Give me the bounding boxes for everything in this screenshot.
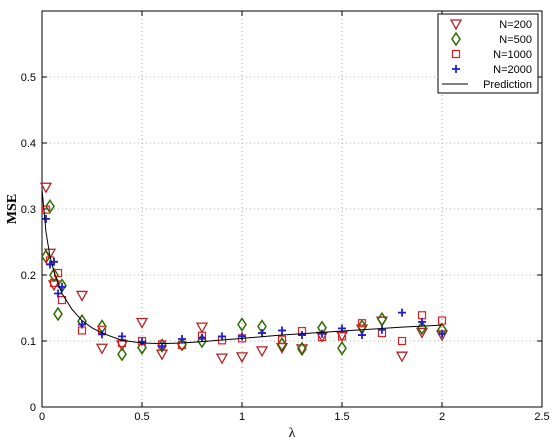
x-tick-label: 1	[239, 411, 245, 423]
x-tick-label: 0.5	[134, 411, 149, 423]
n-200-point	[295, 344, 309, 356]
legend-label: N=2000	[493, 64, 532, 76]
legend-marker-icon	[451, 31, 461, 47]
n-2000-point	[178, 335, 186, 344]
n-2000-point	[438, 329, 446, 338]
n-500-point	[137, 340, 147, 355]
legend-marker-icon	[449, 19, 463, 31]
axis-ticks	[41, 11, 543, 408]
legend-box	[437, 13, 539, 94]
n-2000-point	[278, 326, 286, 335]
n-2000-point	[42, 214, 50, 223]
x-tick-label: 0	[39, 411, 45, 423]
n-2000-point	[138, 337, 146, 346]
tick-labels: 0 0.5 1 1.5 2 2.5 0 0.1 0.2 0.3 0.4 0.5	[21, 72, 550, 423]
n-500-point	[277, 336, 287, 352]
n-2000-point	[198, 333, 206, 342]
n-200-point	[195, 322, 209, 334]
n-500-point	[117, 346, 127, 362]
n-200-point	[215, 353, 229, 365]
n-500-point	[57, 278, 67, 293]
n-500-point	[297, 341, 307, 357]
x-tick-label: 2	[439, 411, 445, 423]
n-2000-point	[218, 332, 226, 341]
n-200-point	[115, 340, 129, 352]
n-1000-point	[397, 336, 407, 346]
y-tick-label: 0.3	[21, 204, 36, 216]
series-layer	[39, 182, 449, 365]
n-2000-point	[54, 289, 62, 298]
n-2000-point	[418, 317, 426, 326]
n-2000-point	[118, 332, 126, 341]
n-500-point	[177, 336, 187, 352]
legend-label: N=1000	[493, 49, 532, 61]
legend-marker-icon	[452, 65, 460, 73]
n-200-point	[75, 290, 89, 302]
n-1000-point	[337, 332, 347, 341]
x-axis-label: λ	[289, 426, 296, 441]
n-2000-point	[258, 329, 266, 338]
y-tick-label: 0	[30, 402, 36, 414]
n-2000-point	[298, 331, 306, 340]
legend-label: N=500	[499, 34, 532, 46]
n-2000-point	[398, 308, 406, 317]
n-1000-point	[57, 295, 67, 305]
n-200-point	[39, 182, 53, 194]
n-500-point	[49, 267, 59, 283]
y-tick-label: 0.1	[21, 336, 36, 348]
series-prediction	[41, 189, 443, 345]
n-1000-point	[357, 319, 367, 328]
n-200-point	[235, 352, 249, 364]
legend-marker-icon	[451, 49, 461, 59]
x-tick-label: 2.5	[534, 411, 549, 423]
n-200-point	[395, 351, 409, 363]
y-axis-label: MSE	[5, 194, 20, 224]
n-1000-point	[41, 205, 51, 214]
y-tick-label: 0.5	[21, 72, 36, 84]
n-1000-point	[437, 316, 447, 325]
n-2000-point	[378, 325, 386, 334]
n-2000-point	[358, 331, 366, 340]
n-500-point	[53, 306, 63, 322]
n-500-point	[237, 317, 247, 332]
legend-label: N=200	[499, 19, 532, 31]
n-200-point	[135, 317, 149, 329]
n-200-point	[255, 346, 269, 358]
n-200-point	[95, 343, 109, 355]
legend: N=200 N=500 N=1000 N=2000 Prediction	[437, 13, 539, 94]
n-2000-point	[78, 320, 86, 329]
y-tick-label: 0.2	[21, 270, 36, 282]
legend-label: Prediction	[483, 79, 532, 91]
n-500-point	[337, 340, 347, 356]
n-200-point	[415, 327, 429, 339]
n-2000-point	[318, 329, 326, 338]
n-1000-point	[277, 335, 287, 344]
series-n-2000	[42, 214, 446, 351]
y-tick-label: 0.4	[21, 138, 36, 150]
n-500-point	[377, 311, 387, 327]
prediction-line	[41, 189, 443, 345]
n-2000-point	[238, 332, 246, 341]
x-tick-label: 1.5	[334, 411, 349, 423]
